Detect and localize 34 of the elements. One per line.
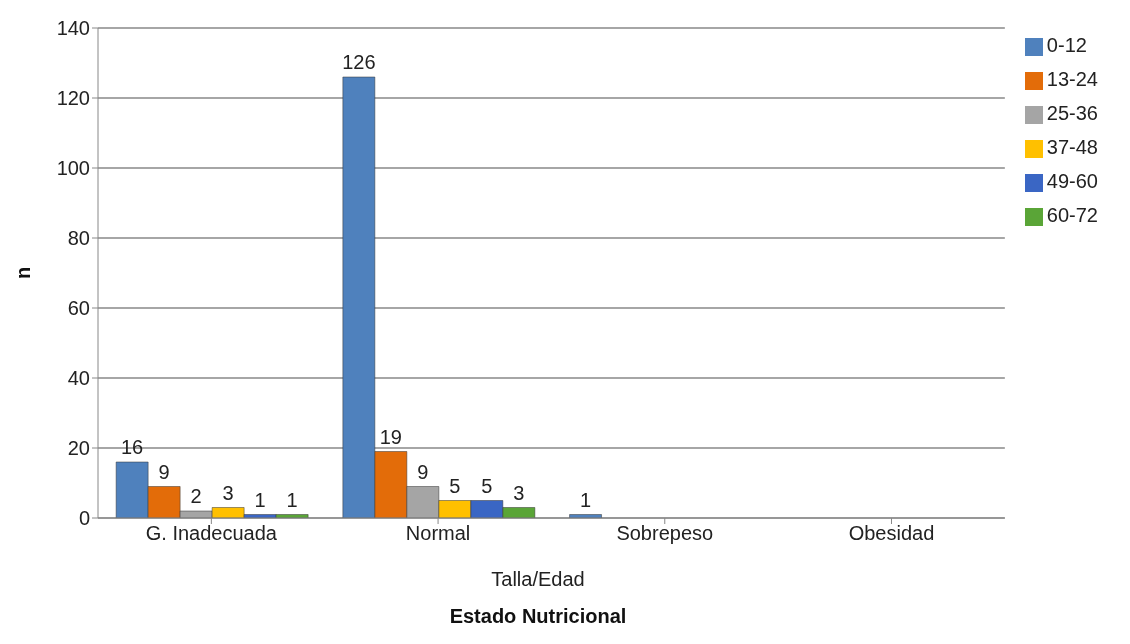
legend-label: 0-12 xyxy=(1046,34,1087,56)
data-label: 16 xyxy=(121,436,144,458)
x-tick-label: Obesidad xyxy=(848,522,935,545)
data-label: 9 xyxy=(158,460,170,483)
data-label: 1 xyxy=(580,488,592,511)
y-tick-label: 140 xyxy=(56,17,90,40)
y-tick-label: 0 xyxy=(78,507,90,530)
x-tick-label: Sobrepeso xyxy=(616,522,714,545)
x-tick-label: Normal xyxy=(405,522,471,545)
data-label: 3 xyxy=(513,481,525,504)
y-tick-label: 120 xyxy=(56,87,90,110)
legend-label: 60-72 xyxy=(1046,204,1098,226)
data-label: 19 xyxy=(379,425,402,448)
data-label: 9 xyxy=(417,460,429,483)
y-tick-label: 40 xyxy=(67,367,90,390)
data-label: 5 xyxy=(481,474,493,497)
y-tick-label: 100 xyxy=(56,157,90,180)
legend-label: 13-24 xyxy=(1046,68,1098,90)
data-label: 3 xyxy=(222,481,234,504)
y-tick-label: 80 xyxy=(67,227,90,250)
x-axis-title: Estado Nutricional xyxy=(448,605,628,628)
data-label: 126 xyxy=(342,51,376,73)
y-axis-title: n xyxy=(12,266,35,280)
data-label: 2 xyxy=(190,485,202,507)
legend-label: 49-60 xyxy=(1046,170,1098,192)
data-label: 5 xyxy=(449,474,461,497)
y-tick-label: 60 xyxy=(67,297,90,320)
legend-label: 25-36 xyxy=(1046,102,1098,124)
data-label: 1 xyxy=(254,488,266,511)
text: Talla/Edad xyxy=(490,568,586,591)
legend-label: 37-48 xyxy=(1046,136,1098,158)
y-tick-label: 20 xyxy=(67,437,90,460)
x-tick-label: G. Inadecuada xyxy=(145,522,278,545)
data-label: 1 xyxy=(286,488,298,511)
